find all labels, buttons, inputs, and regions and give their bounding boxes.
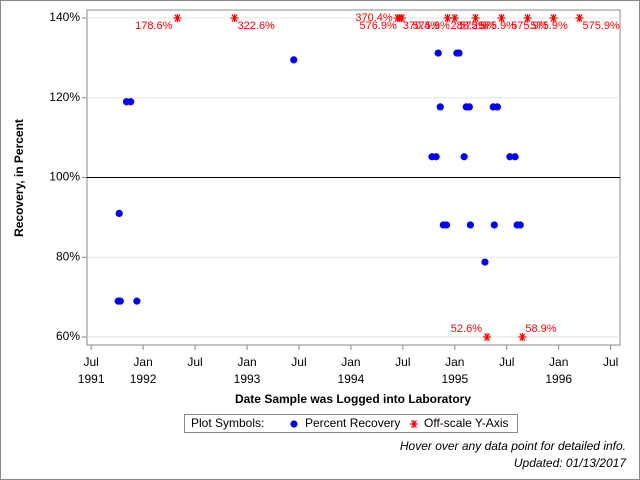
off-scale-marker [549,13,558,22]
off-scale-label: 58.9% [525,323,556,335]
point [490,221,498,229]
point [466,221,474,229]
off-scale-marker [410,420,418,428]
point [460,153,468,161]
off-scale-marker [397,13,406,22]
x-tick-label: Jul [499,355,514,369]
legend-marker [290,420,298,428]
x-tick-label: Jan [445,355,464,369]
legend-label: Percent Recovery [305,416,400,430]
off-scale-marker [483,333,492,342]
y-tick-label: 120% [49,90,80,104]
x-tick-year: 1993 [234,372,261,386]
y-axis-title: Recovery, in Percent [12,119,26,237]
x-axis-title: Date Sample was Logged into Laboratory [235,392,471,406]
point [432,153,440,161]
off-scale-marker [471,13,480,22]
point [455,49,463,57]
point [290,56,298,64]
x-tick-year: 1995 [441,372,468,386]
note: Hover over any data point for detailed i… [400,439,626,453]
off-scale-marker [450,13,459,22]
off-scale-marker [173,13,182,22]
off-scale-label: 178.6% [135,20,173,32]
x-tick-label: Jul [395,355,410,369]
x-tick-label: Jan [549,355,568,369]
off-scale-marker [497,13,506,22]
point [493,103,501,111]
y-tick-label: 80% [56,249,80,263]
x-tick-label: Jul [291,355,306,369]
point [481,258,489,266]
point [516,221,524,229]
off-scale-label: 576.9% [360,20,398,32]
point [133,297,141,305]
off-scale-label: 52.6% [451,323,482,335]
x-tick-label: Jul [187,355,202,369]
y-tick-label: 140% [49,10,80,24]
x-tick-label: Jul [83,355,98,369]
point [465,103,473,111]
off-scale-marker [443,13,452,22]
off-scale-label: 575.9% [531,20,569,32]
off-scale-label: 575.9% [459,20,497,32]
legend-label: Off-scale Y-Axis [424,416,508,430]
off-scale-label: 575.9% [479,20,517,32]
x-tick-year: 1994 [338,372,365,386]
point [442,221,451,229]
off-scale-label: 575.9% [511,20,549,32]
off-scale-marker [575,13,584,22]
x-tick-year: 1992 [130,372,157,386]
point [436,103,444,111]
x-tick-year: 1991 [78,372,105,386]
y-tick-label: 100% [49,170,80,184]
note: Updated: 01/13/2017 [514,456,627,470]
x-tick-label: Jul [603,355,618,369]
x-tick-label: Jan [237,355,256,369]
point [511,153,519,161]
off-scale-label: 322.6% [238,20,276,32]
point [116,297,124,305]
off-scale-marker [518,333,527,342]
point [434,49,442,57]
point [127,98,135,106]
x-tick-year: 1996 [545,372,572,386]
point [506,153,514,161]
off-scale-label: 288.2% [451,20,489,32]
legend-title: Plot Symbols: [191,416,264,430]
off-scale-label: 370.4% [403,20,441,32]
legend-box [184,414,518,433]
off-scale-label: 575.9% [582,20,620,32]
off-scale-label: 575.9% [412,20,450,32]
off-scale-marker [230,13,239,22]
point [115,209,123,217]
x-tick-label: Jan [341,355,360,369]
off-scale-marker [523,13,532,22]
x-tick-label: Jan [133,355,152,369]
off-scale-label: 370.4% [355,12,393,24]
y-tick-label: 60% [56,329,80,343]
